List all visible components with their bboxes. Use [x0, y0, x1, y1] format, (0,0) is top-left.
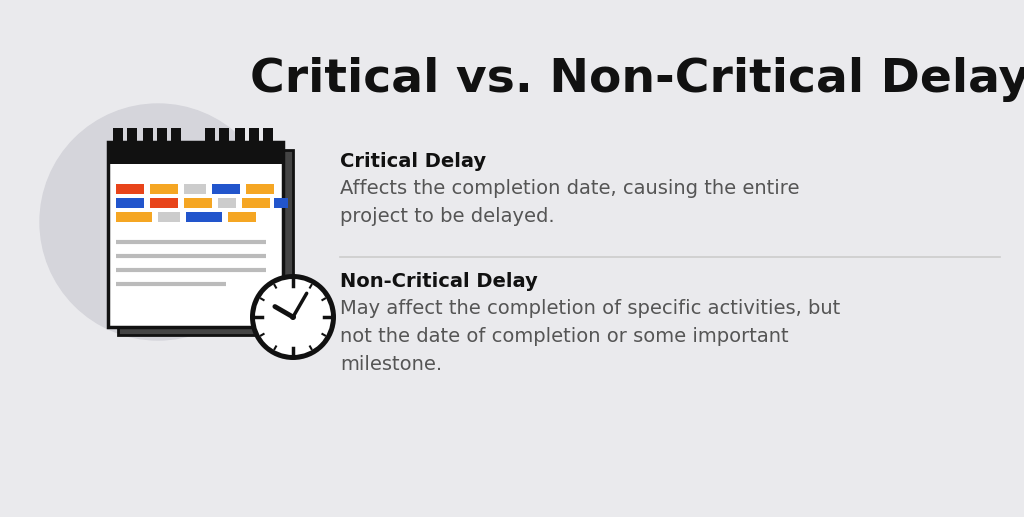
FancyBboxPatch shape — [228, 212, 256, 222]
FancyBboxPatch shape — [150, 198, 178, 208]
FancyBboxPatch shape — [116, 198, 144, 208]
FancyBboxPatch shape — [108, 142, 283, 164]
FancyBboxPatch shape — [186, 212, 222, 222]
FancyBboxPatch shape — [242, 198, 270, 208]
FancyBboxPatch shape — [246, 184, 274, 194]
Text: Affects the completion date, causing the entire
project to be delayed.: Affects the completion date, causing the… — [340, 179, 800, 226]
FancyBboxPatch shape — [218, 198, 236, 208]
FancyBboxPatch shape — [113, 128, 123, 146]
Text: Non-Critical Delay: Non-Critical Delay — [340, 272, 538, 291]
FancyBboxPatch shape — [108, 142, 283, 327]
FancyBboxPatch shape — [184, 184, 206, 194]
FancyBboxPatch shape — [157, 128, 167, 146]
FancyBboxPatch shape — [263, 128, 273, 146]
FancyBboxPatch shape — [234, 128, 245, 146]
Circle shape — [40, 104, 276, 340]
Circle shape — [255, 279, 331, 355]
FancyBboxPatch shape — [219, 128, 229, 146]
Circle shape — [290, 314, 296, 320]
FancyBboxPatch shape — [274, 198, 288, 208]
FancyBboxPatch shape — [212, 184, 240, 194]
FancyBboxPatch shape — [249, 128, 259, 146]
FancyBboxPatch shape — [150, 184, 178, 194]
FancyBboxPatch shape — [171, 128, 181, 146]
Text: Critical Delay: Critical Delay — [340, 152, 486, 171]
FancyBboxPatch shape — [116, 212, 152, 222]
FancyBboxPatch shape — [158, 212, 180, 222]
Text: May affect the completion of specific activities, but
not the date of completion: May affect the completion of specific ac… — [340, 299, 841, 374]
FancyBboxPatch shape — [143, 128, 153, 146]
FancyBboxPatch shape — [118, 150, 293, 335]
Text: Critical vs. Non-Critical Delay: Critical vs. Non-Critical Delay — [251, 57, 1024, 102]
Circle shape — [250, 274, 336, 360]
FancyBboxPatch shape — [205, 128, 215, 146]
FancyBboxPatch shape — [184, 198, 212, 208]
FancyBboxPatch shape — [116, 184, 144, 194]
FancyBboxPatch shape — [127, 128, 137, 146]
